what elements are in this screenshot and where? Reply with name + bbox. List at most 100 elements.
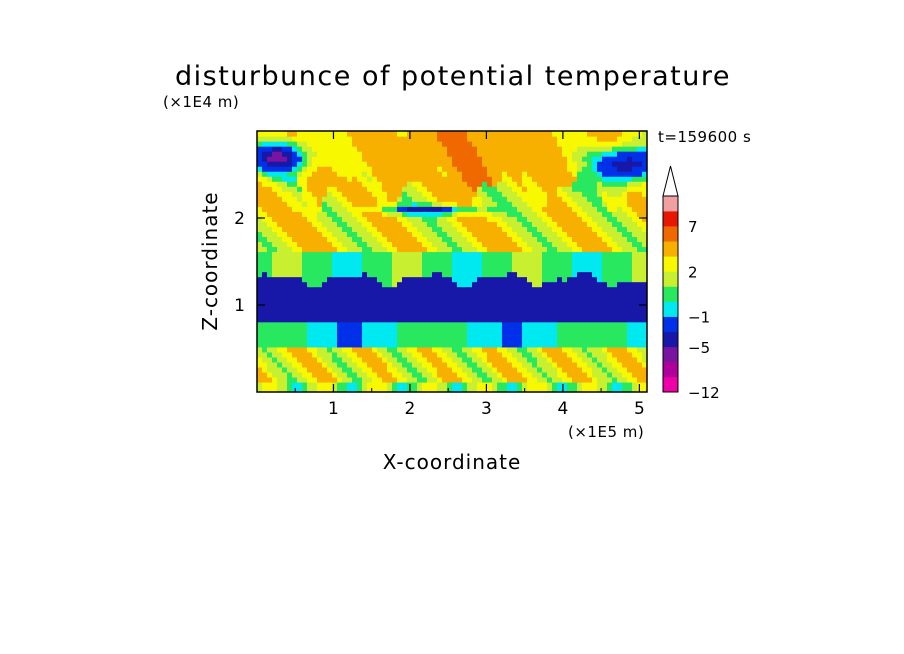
heatmap-cell <box>632 351 638 358</box>
heatmap-cell <box>367 281 373 288</box>
heatmap-cell <box>592 301 598 308</box>
heatmap-cell <box>482 271 488 278</box>
heatmap-cell <box>367 216 373 222</box>
heatmap-cell <box>347 331 353 338</box>
heatmap-cell <box>472 176 478 182</box>
heatmap-cell <box>317 246 323 253</box>
heatmap-cell <box>437 211 443 217</box>
heatmap-cell <box>312 236 318 243</box>
heatmap-cell <box>587 196 593 202</box>
heatmap-cell <box>522 371 528 378</box>
heatmap-cell <box>577 216 583 222</box>
heatmap-cell <box>427 271 433 278</box>
heatmap-cell <box>502 386 508 392</box>
heatmap-cell <box>312 386 318 392</box>
heatmap-cell <box>422 341 428 348</box>
heatmap-cell <box>332 186 338 192</box>
heatmap-cell <box>607 361 613 368</box>
heatmap-cell <box>382 286 388 293</box>
heatmap-cell <box>402 191 408 197</box>
heatmap-cell <box>322 371 328 378</box>
heatmap-cell <box>287 181 293 187</box>
heatmap-cell <box>562 176 568 182</box>
heatmap-cell <box>527 386 533 392</box>
heatmap-cell <box>562 361 568 368</box>
heatmap-cell <box>507 356 513 363</box>
heatmap-cell <box>292 231 298 237</box>
heatmap-cell <box>292 331 298 338</box>
heatmap-cell <box>577 206 583 212</box>
heatmap-cell <box>477 291 483 298</box>
heatmap-cell <box>587 246 593 253</box>
heatmap-cell <box>472 306 478 313</box>
heatmap-cell <box>502 156 508 162</box>
heatmap-cell <box>567 146 573 152</box>
heatmap-cell <box>392 276 398 283</box>
heatmap-cell <box>477 376 483 383</box>
heatmap-cell <box>452 291 458 298</box>
heatmap-cell <box>312 346 318 353</box>
heatmap-cell <box>517 236 523 243</box>
heatmap-cell <box>557 181 563 187</box>
heatmap-cell <box>272 386 278 392</box>
heatmap-cell <box>402 281 408 288</box>
heatmap-cell <box>377 181 383 187</box>
heatmap-cell <box>302 231 308 237</box>
heatmap-cell <box>587 131 593 137</box>
heatmap-cell <box>597 366 603 373</box>
heatmap-cell <box>522 171 528 177</box>
heatmap-cell <box>502 236 508 243</box>
heatmap-cell <box>342 246 348 253</box>
heatmap-cell <box>357 156 363 162</box>
heatmap-cell <box>357 226 363 232</box>
heatmap-cell <box>277 321 283 328</box>
heatmap-cell <box>307 336 313 343</box>
heatmap-cell <box>467 371 473 378</box>
heatmap-cell <box>342 326 348 333</box>
heatmap-cell <box>477 211 483 217</box>
heatmap-cell <box>302 371 308 378</box>
heatmap-cell <box>552 141 558 147</box>
heatmap-cell <box>427 276 433 283</box>
heatmap-cell <box>397 281 403 288</box>
heatmap-cell <box>502 286 508 293</box>
heatmap-cell <box>467 211 473 217</box>
heatmap-cell <box>447 246 453 253</box>
heatmap-cell <box>297 331 303 338</box>
heatmap-cell <box>547 341 553 348</box>
heatmap-cell <box>547 291 553 298</box>
heatmap-cell <box>337 346 343 353</box>
heatmap-cell <box>357 211 363 217</box>
heatmap-cell <box>372 236 378 243</box>
heatmap-cell <box>562 376 568 383</box>
heatmap-cell <box>257 381 263 388</box>
heatmap-cell <box>497 246 503 253</box>
heatmap-cell <box>367 366 373 373</box>
heatmap-cell <box>612 321 618 328</box>
heatmap-cell <box>492 336 498 343</box>
heatmap-cell <box>612 261 618 268</box>
heatmap-cell <box>597 351 603 358</box>
heatmap-cell <box>297 131 303 137</box>
heatmap-cell <box>477 331 483 338</box>
heatmap-cell <box>297 261 303 268</box>
heatmap-cell <box>582 176 588 182</box>
heatmap-cell <box>472 331 478 338</box>
heatmap-cell <box>622 371 628 378</box>
heatmap-cell <box>377 216 383 222</box>
heatmap-cell <box>402 381 408 388</box>
heatmap-cell <box>442 181 448 187</box>
heatmap-cell <box>377 356 383 363</box>
heatmap-cell <box>442 346 448 353</box>
heatmap-cell <box>262 211 268 217</box>
heatmap-cell <box>507 296 513 303</box>
heatmap-cell <box>302 276 308 283</box>
heatmap-cell <box>572 356 578 363</box>
heatmap-cell <box>497 141 503 147</box>
heatmap-cell <box>452 251 458 258</box>
heatmap-cell <box>547 131 553 137</box>
heatmap-cell <box>427 236 433 243</box>
heatmap-cell <box>257 231 263 237</box>
heatmap-cell <box>372 256 378 263</box>
heatmap-cell <box>642 241 647 248</box>
